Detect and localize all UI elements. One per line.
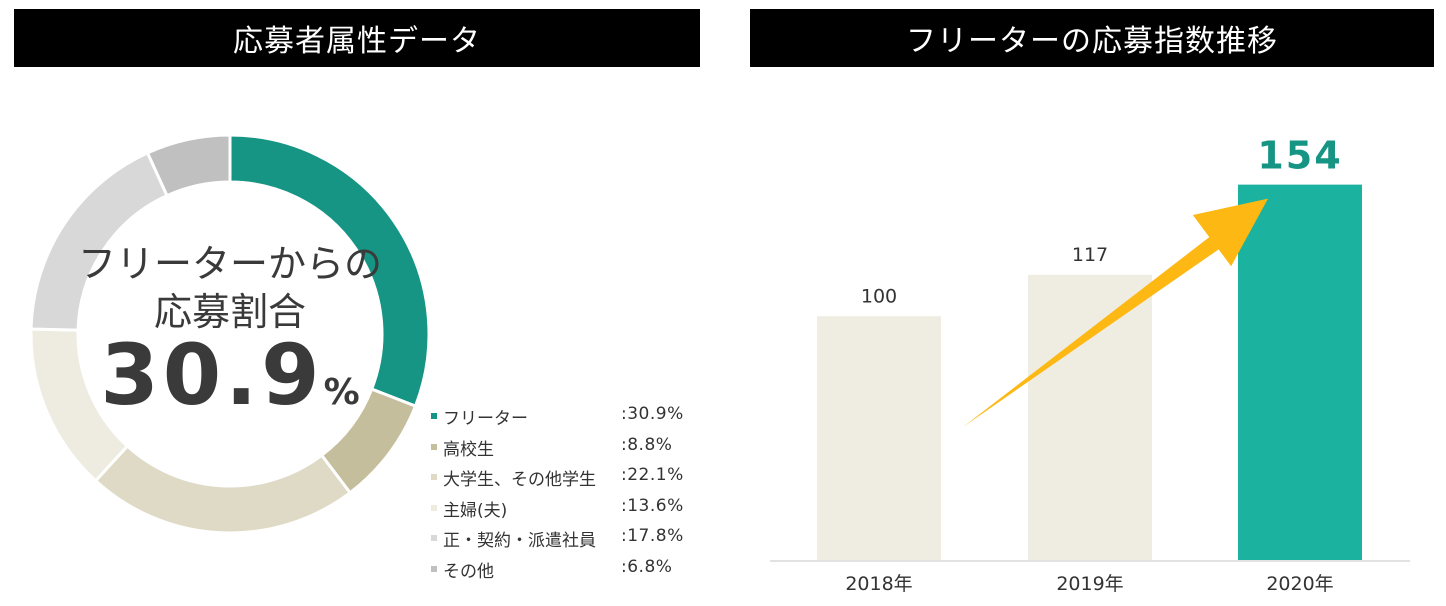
legend-item: 主婦(夫) :13.6% <box>431 496 711 527</box>
legend-value: :17.8% <box>621 526 684 546</box>
legend-value: :22.1% <box>621 465 684 485</box>
legend-item: その他 :6.8% <box>431 557 711 588</box>
legend-swatch <box>431 535 437 541</box>
legend-label: その他 <box>443 561 494 582</box>
x-tick-label: 2018年 <box>845 573 912 595</box>
legend-item: 高校生 :8.8% <box>431 435 711 466</box>
donut-center-label: フリーターからの 応募割合 <box>60 240 400 336</box>
legend-value: :6.8% <box>621 556 673 577</box>
bar-2020年 <box>1238 184 1362 560</box>
legend-swatch <box>431 413 437 419</box>
donut-legend: フリーター :30.9% 高校生 :8.8% 大学生、その他学生 :22.1% 主婦(夫):… <box>431 404 711 587</box>
legend-swatch <box>431 474 437 480</box>
bar-value-label: 154 <box>1257 134 1342 178</box>
donut-center-line2: 応募割合 <box>153 290 306 334</box>
legend-item: フリーター :30.9% <box>431 404 711 435</box>
x-tick-label: 2019年 <box>1056 573 1123 595</box>
bar-2019年 <box>1028 274 1152 560</box>
left-panel-title: 応募者属性データ <box>14 9 700 67</box>
donut-center-line1: フリーターからの <box>77 242 382 286</box>
legend-swatch <box>431 443 437 450</box>
legend-swatch <box>431 565 437 572</box>
legend-label: 高校生 <box>443 439 494 460</box>
legend-value: :30.9% <box>621 404 684 424</box>
x-tick-label: 2020年 <box>1266 573 1333 595</box>
legend-value: :8.8% <box>621 434 673 455</box>
right-panel-title: フリーターの応募指数推移 <box>750 9 1434 67</box>
legend-label: フリーター <box>443 409 528 429</box>
donut-center-number: 30.9 <box>100 326 324 424</box>
legend-item: 大学生、その他学生 :22.1% <box>431 465 711 496</box>
legend-item: 正・契約・派遣社員 :17.8% <box>431 526 711 557</box>
legend-value: :13.6% <box>621 495 684 516</box>
bar-value-label: 117 <box>1072 244 1108 266</box>
bar-value-label: 100 <box>861 285 897 307</box>
legend-label: 大学生、その他学生 <box>443 470 596 490</box>
donut-center-unit: % <box>323 372 360 413</box>
legend-label: 主婦(夫) <box>443 500 508 521</box>
bar-chart: 100 2018年 117 2019年 154 2020年 <box>770 134 1410 595</box>
donut-chart <box>29 133 431 535</box>
legend-label: 正・契約・派遣社員 <box>443 531 596 551</box>
legend-swatch <box>431 504 437 511</box>
donut-slice-5 <box>145 133 232 198</box>
donut-center-value: 30.9% <box>60 330 400 438</box>
trend-arrow <box>963 198 1268 427</box>
bar-2018年 <box>817 316 941 560</box>
donut-slice-2 <box>93 443 353 535</box>
